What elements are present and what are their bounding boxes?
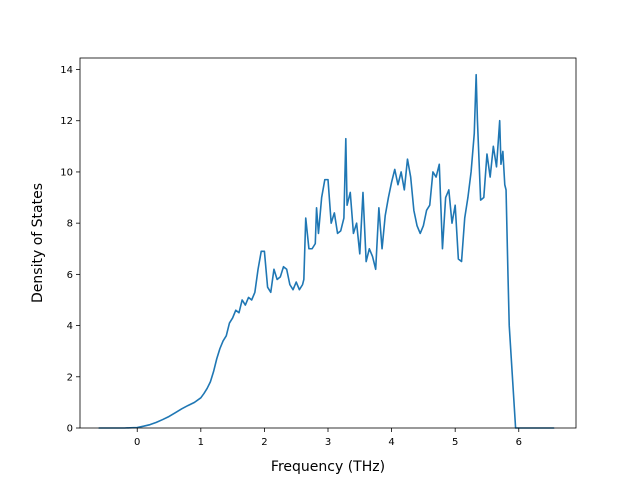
y-tick-label: 6 [67, 270, 73, 281]
x-tick-label: 2 [261, 437, 267, 448]
y-tick-label: 4 [67, 321, 73, 332]
x-tick-label: 4 [388, 437, 394, 448]
x-tick-label: 0 [134, 437, 140, 448]
y-tick-label: 8 [67, 219, 73, 230]
y-tick-label: 0 [67, 424, 73, 435]
x-tick-label: 1 [198, 437, 204, 448]
y-tick-label: 12 [60, 116, 73, 127]
x-tick-label: 5 [452, 437, 458, 448]
y-tick-label: 2 [67, 372, 73, 383]
y-tick-label: 10 [60, 167, 73, 178]
x-axis-label: Frequency (THz) [271, 459, 385, 475]
x-axis-ticks: 0 1 2 3 4 5 6 [134, 428, 522, 448]
plot-area [98, 73, 555, 429]
y-axis-ticks: 0 2 4 6 8 10 12 14 [60, 65, 80, 435]
x-tick-label: 3 [325, 437, 331, 448]
x-tick-label: 6 [516, 437, 522, 448]
y-axis-label: Density of States [30, 183, 46, 303]
plot-frame [79, 57, 577, 429]
y-tick-label: 14 [60, 65, 73, 76]
series-line [98, 73, 555, 429]
